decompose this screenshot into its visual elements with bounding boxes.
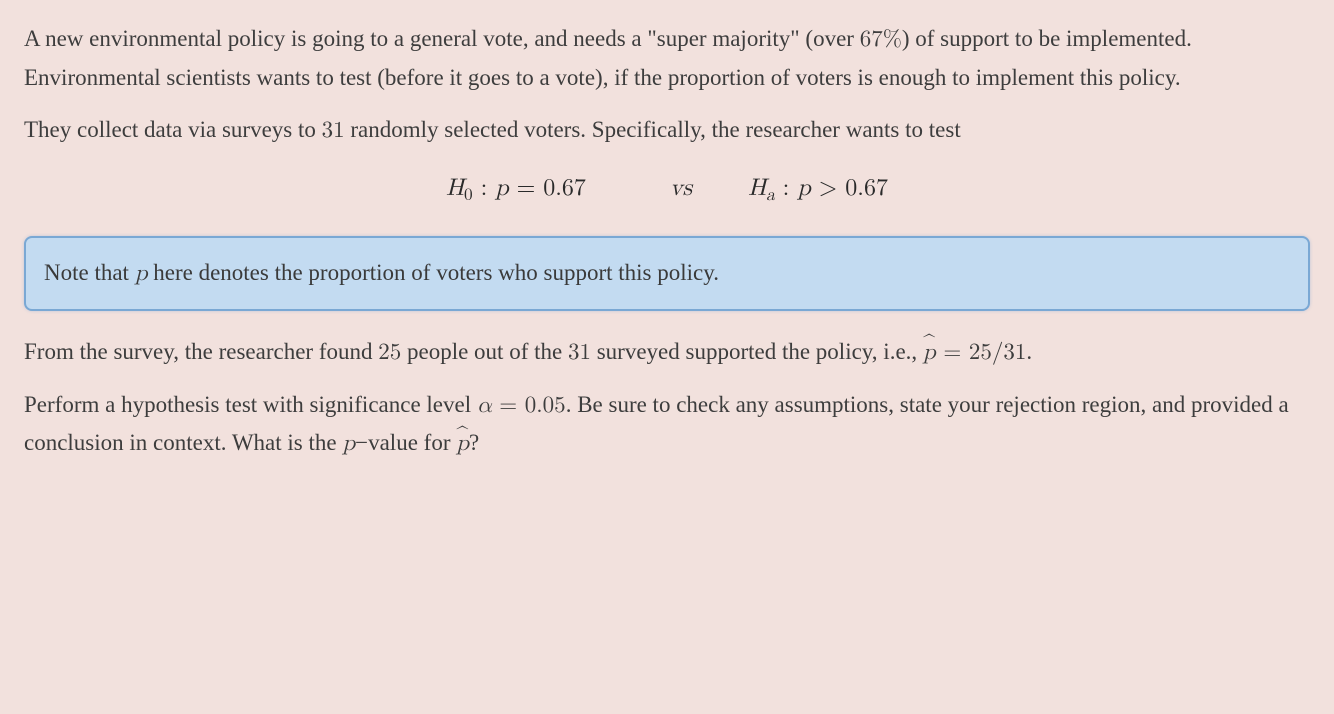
- successes: 25: [378, 341, 401, 364]
- question-paragraph: Perform a hypothesis test with significa…: [24, 386, 1310, 464]
- threshold-percent: 67%: [860, 28, 902, 51]
- text-sampling-a: They collect data via surveys to: [24, 117, 322, 142]
- ha-symbol: H: [748, 176, 766, 200]
- note-param: p: [135, 262, 148, 285]
- phat-eq: =: [936, 341, 969, 364]
- note-text: Note that p here denotes the proportion …: [44, 254, 1290, 293]
- phat-symbol-2: ^p: [456, 425, 469, 463]
- alpha-value: 0.05: [525, 394, 566, 417]
- h0-param: p: [495, 176, 508, 200]
- text-sampling-b: randomly selected voters. Specifically, …: [345, 117, 961, 142]
- hypotheses-display: H0 : p = 0.67vsHa : p > 0.67: [24, 174, 1310, 206]
- n-value: 31: [568, 341, 591, 364]
- data-b: people out of the: [401, 339, 568, 364]
- phat-symbol: ^p: [923, 334, 936, 372]
- note-box: Note that p here denotes the proportion …: [24, 236, 1310, 311]
- h0-subscript: 0: [464, 187, 473, 204]
- data-c: surveyed supported the policy, i.e.,: [591, 339, 923, 364]
- data-end: .: [1026, 339, 1032, 364]
- q-end: ?: [469, 430, 479, 455]
- vs-text: vs: [670, 176, 692, 200]
- h0-value: 0.67: [543, 176, 586, 200]
- alpha-symbol: α: [477, 394, 492, 417]
- ha-ineq: >: [811, 176, 846, 200]
- alpha-eq: =: [492, 394, 525, 417]
- ha-colon: :: [775, 176, 798, 200]
- h0-eq: =: [509, 176, 544, 200]
- q-dash: −value for: [355, 430, 456, 455]
- ha-param: p: [797, 176, 810, 200]
- pvalue-p: p: [342, 432, 355, 455]
- note-a: Note that: [44, 260, 135, 285]
- h0-symbol: H: [446, 176, 464, 200]
- text-intro-a: A new environmental policy is going to a…: [24, 26, 860, 51]
- sampling-paragraph: They collect data via surveys to 31 rand…: [24, 111, 1310, 150]
- intro-paragraph: A new environmental policy is going to a…: [24, 20, 1310, 97]
- sample-size: 31: [322, 119, 345, 142]
- data-paragraph: From the survey, the researcher found 25…: [24, 333, 1310, 372]
- ha-value: 0.67: [845, 176, 888, 200]
- data-a: From the survey, the researcher found: [24, 339, 378, 364]
- q-a: Perform a hypothesis test with significa…: [24, 392, 477, 417]
- phat-value: 25/31: [969, 341, 1027, 364]
- note-b: here denotes the proportion of voters wh…: [148, 260, 720, 285]
- question-container: A new environmental policy is going to a…: [0, 0, 1334, 497]
- h0-colon: :: [473, 176, 496, 200]
- ha-subscript: a: [766, 187, 775, 204]
